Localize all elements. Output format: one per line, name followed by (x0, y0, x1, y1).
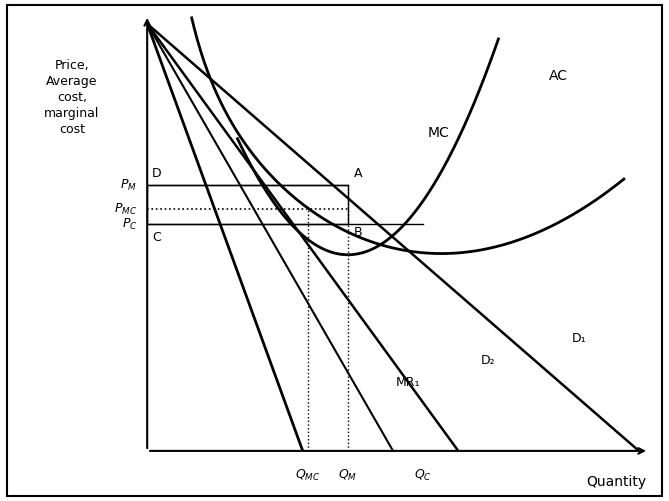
Text: B: B (354, 226, 363, 239)
Text: AC: AC (549, 70, 568, 83)
Text: MR₁: MR₁ (396, 376, 420, 388)
Text: $Q_M$: $Q_M$ (339, 468, 357, 483)
Text: $P_M$: $P_M$ (120, 177, 137, 192)
Text: $P_C$: $P_C$ (122, 217, 137, 232)
Text: MC: MC (427, 126, 449, 140)
Text: $Q_C$: $Q_C$ (414, 468, 432, 483)
Text: D₂: D₂ (481, 354, 496, 367)
Text: Price,
Average
cost,
marginal
cost: Price, Average cost, marginal cost (44, 59, 100, 136)
Text: C: C (153, 231, 161, 244)
Text: A: A (354, 167, 363, 180)
Text: $Q_{MC}$: $Q_{MC}$ (295, 468, 320, 483)
Text: Quantity: Quantity (586, 475, 646, 489)
Text: $P_{MC}$: $P_{MC}$ (114, 201, 137, 216)
Text: D: D (153, 167, 162, 180)
Text: D₁: D₁ (571, 332, 586, 345)
